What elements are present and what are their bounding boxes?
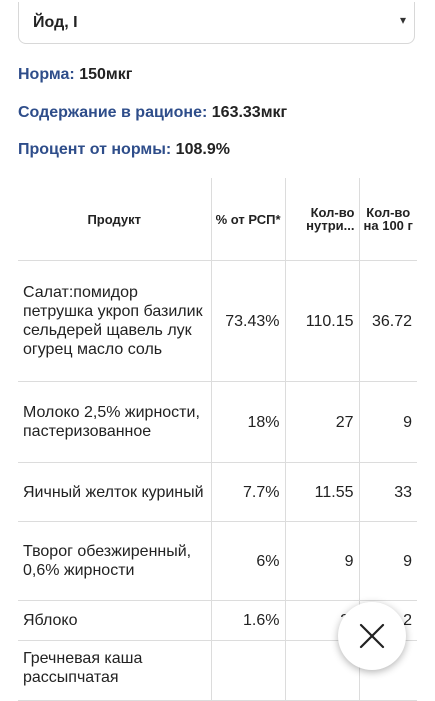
cell-qty: 27 (284, 381, 360, 463)
cell-per100: 33 (358, 462, 417, 522)
percent-line: Процент от нормы: 108.9% (18, 141, 230, 159)
cell-pct (210, 640, 286, 701)
cell-product: Гречневая каша рассыпчатая (18, 640, 212, 701)
cell-pct: 73.43% (210, 260, 286, 382)
cell-qty: 11.55 (284, 462, 360, 522)
content-line: Содержание в рационе: 163.33мкг (18, 104, 287, 122)
percent-label: Процент от нормы: (18, 141, 172, 158)
cell-per100: 9 (358, 521, 417, 601)
norm-line: Норма: 150мкг (18, 66, 132, 84)
table-row: Молоко 2,5% жирности, пастеризованное 18… (18, 381, 417, 463)
cell-product: Молоко 2,5% жирности, пастеризованное (18, 381, 212, 463)
cell-pct: 7.7% (210, 462, 286, 522)
table-header-row: Продукт % от РСП* Кол-во нутри... Кол-во… (18, 178, 417, 261)
table-row: Яичный желток куриный 7.7% 11.55 33 (18, 462, 417, 522)
cell-product: Салат:помидор петрушка укроп базилик сел… (18, 260, 212, 382)
header-qty[interactable]: Кол-во нутри... (284, 178, 360, 261)
nutrient-select[interactable]: Йод, I ▾ (18, 2, 415, 44)
norm-value: 150мкг (79, 66, 133, 83)
norm-label: Норма: (18, 66, 75, 83)
table-row: Салат:помидор петрушка укроп базилик сел… (18, 260, 417, 382)
chevron-down-icon: ▾ (399, 13, 406, 27)
cell-per100: 36.72 (358, 260, 417, 382)
cell-pct: 1.6% (210, 600, 286, 641)
cell-pct: 6% (210, 521, 286, 601)
close-fab-button[interactable] (338, 602, 406, 670)
percent-value: 108.9% (175, 141, 230, 158)
nutrient-select-value: Йод, I (33, 14, 78, 31)
cell-qty: 9 (284, 521, 360, 601)
cell-product: Яблоко (18, 600, 212, 641)
header-product[interactable]: Продукт (18, 178, 212, 261)
header-per100[interactable]: Кол-во на 100 г (358, 178, 417, 261)
cell-pct: 18% (210, 381, 286, 463)
cell-qty: 110.15 (284, 260, 360, 382)
cell-per100: 9 (358, 381, 417, 463)
cell-product: Яичный желток куриный (18, 462, 212, 522)
table-row: Творог обезжиренный, 0,6% жирности 6% 9 … (18, 521, 417, 601)
content-label: Содержание в рационе: (18, 104, 208, 121)
close-icon (359, 623, 385, 649)
header-pct[interactable]: % от РСП* (210, 178, 286, 261)
cell-product: Творог обезжиренный, 0,6% жирности (18, 521, 212, 601)
content-value: 163.33мкг (211, 104, 288, 121)
